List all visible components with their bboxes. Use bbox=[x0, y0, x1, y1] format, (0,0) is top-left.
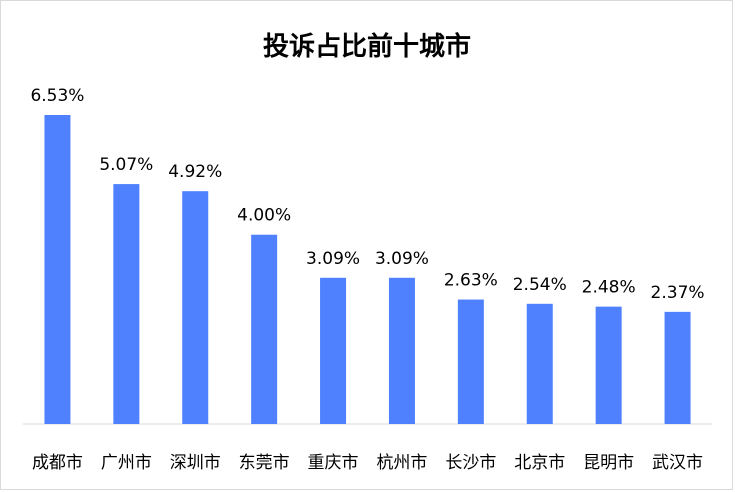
bar-0 bbox=[44, 115, 71, 424]
bar-8 bbox=[595, 306, 622, 424]
value-label-2: 4.92% bbox=[168, 162, 222, 182]
category-label-4: 重庆市 bbox=[308, 453, 359, 473]
bar-4 bbox=[320, 277, 347, 424]
category-label-8: 昆明市 bbox=[583, 453, 634, 473]
bar-6 bbox=[457, 299, 484, 424]
value-label-9: 2.37% bbox=[651, 283, 705, 303]
category-label-6: 长沙市 bbox=[445, 453, 496, 473]
category-labels-group: 成都市 广州市 深圳市 东莞市 重庆市 杭州市 长沙市 北京市 昆明市 武汉市 bbox=[32, 453, 703, 473]
category-label-9: 武汉市 bbox=[652, 453, 703, 473]
chart-title: 投诉占比前十城市 bbox=[263, 31, 471, 62]
value-labels-group: 6.53% 5.07% 4.92% 4.00% 3.09% 3.09% 2.63% 2.54%… bbox=[30, 86, 704, 303]
category-label-3: 东莞市 bbox=[239, 453, 290, 473]
category-label-7: 北京市 bbox=[514, 453, 565, 473]
bar-7 bbox=[526, 303, 553, 424]
value-label-0: 6.53% bbox=[30, 86, 84, 106]
value-label-5: 3.09% bbox=[375, 249, 429, 269]
bar-1 bbox=[113, 184, 140, 424]
bars-group bbox=[44, 115, 691, 424]
bar-3 bbox=[251, 234, 278, 424]
bar-2 bbox=[182, 191, 209, 424]
value-label-1: 5.07% bbox=[99, 155, 153, 175]
value-label-3: 4.00% bbox=[237, 206, 291, 226]
bar-5 bbox=[388, 277, 415, 424]
bar-9 bbox=[664, 311, 691, 424]
value-label-7: 2.54% bbox=[513, 275, 567, 295]
category-label-2: 深圳市 bbox=[170, 453, 221, 473]
value-label-4: 3.09% bbox=[306, 249, 360, 269]
value-label-6: 2.63% bbox=[444, 271, 498, 291]
category-label-5: 杭州市 bbox=[376, 453, 427, 473]
category-label-0: 成都市 bbox=[32, 453, 83, 473]
value-label-8: 2.48% bbox=[582, 278, 636, 298]
category-label-1: 广州市 bbox=[101, 453, 152, 473]
